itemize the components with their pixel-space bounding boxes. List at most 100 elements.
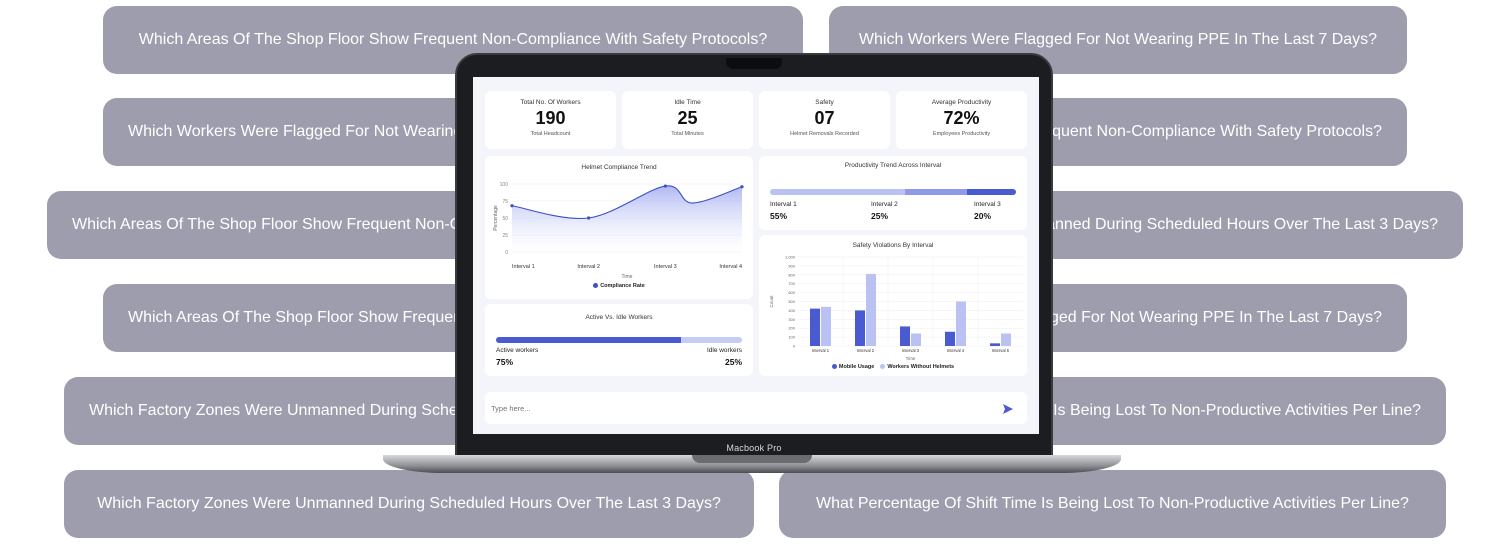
send-icon (1003, 404, 1013, 414)
x-tick-label: Interval 5 (992, 348, 1010, 353)
x-tick-label: Interval 1 (812, 348, 830, 353)
send-button[interactable] (1002, 402, 1014, 414)
chart-title: Active Vs. Idle Workers (585, 314, 653, 321)
x-axis-label: Time (906, 356, 916, 361)
y-tick-label: 700 (788, 281, 795, 286)
x-tick-label: Interval 4 (719, 264, 742, 270)
stat-title: Total No. Of Workers (520, 99, 581, 106)
camera-notch (726, 58, 782, 69)
question-chip[interactable]: What Percentage Of Shift Time Is Being L… (779, 470, 1446, 538)
interval-value: 55% (770, 211, 788, 221)
interval-label: Interval 1 (770, 201, 797, 208)
stat-title: Safety (815, 99, 834, 106)
bar-without-helmets (1001, 333, 1011, 346)
productivity-segment (770, 189, 906, 195)
active-segment (496, 337, 681, 343)
y-tick-label: 400 (788, 308, 795, 313)
y-tick-label: 0 (793, 344, 796, 349)
idle-segment (680, 337, 742, 343)
y-tick-label: 75 (502, 199, 508, 205)
compliance-point (510, 204, 514, 208)
y-tick-label: 0 (505, 250, 508, 256)
bar-mobile-usage (945, 331, 955, 346)
bar-without-helmets (821, 306, 831, 346)
compliance-area (512, 185, 742, 252)
y-tick-label: 25 (502, 233, 508, 239)
x-tick-label: Interval 3 (654, 264, 677, 270)
chart-title: Safety Violations By Interval (853, 242, 934, 249)
y-tick-label: 100 (500, 182, 509, 188)
x-tick-label: Interval 4 (947, 348, 965, 353)
bar-mobile-usage (990, 343, 1000, 346)
y-tick-label: 100 (788, 335, 795, 340)
stat-title: Idle Time (674, 99, 701, 106)
legend-label: Mobile Usage (838, 364, 875, 370)
idle-label: Idle workers (706, 347, 742, 354)
question-chip[interactable]: Which Areas Of The Shop Floor Show Frequ… (103, 6, 803, 74)
legend-swatch (880, 364, 886, 370)
y-tick-label: 50 (502, 216, 508, 222)
chart-title: Productivity Trend Across Interval (844, 162, 942, 169)
stat-value: 25 (677, 108, 698, 128)
y-tick-label: 300 (788, 317, 795, 322)
helmet-compliance-card: Helmet Compliance Trend 100 75 50 25 0 Percen… (485, 156, 753, 299)
x-tick-label: Interval 2 (577, 264, 600, 270)
bar-mobile-usage (855, 310, 865, 346)
laptop-base (383, 455, 1121, 473)
compliance-line (511, 185, 743, 220)
compliance-point (740, 185, 744, 189)
y-tick-label: 900 (788, 263, 795, 268)
idle-value: 25% (724, 357, 742, 367)
dashboard-screen: Total No. Of Workers 190 Total Headcount… (473, 77, 1039, 434)
stat-subtitle: Total Headcount (530, 131, 571, 137)
stat-title: Average Productivity (931, 99, 992, 106)
legend-swatch (593, 283, 599, 289)
chat-input[interactable] (491, 398, 991, 418)
compliance-point (663, 184, 667, 188)
x-axis-label: Time (622, 274, 633, 280)
y-axis-label: Percentage (493, 205, 499, 231)
stat-card-idle-time: Idle Time 25 Total Minutes (622, 91, 753, 149)
bar-without-helmets (866, 273, 876, 346)
y-axis-label: Count (769, 295, 774, 308)
question-chip[interactable]: Which Factory Zones Were Unmanned During… (64, 470, 754, 538)
interval-label: Interval 2 (871, 201, 898, 208)
chart-legend: Mobile Usage Workers Without Helmets (759, 364, 1027, 370)
bar-mobile-usage (810, 308, 820, 346)
stat-card-productivity: Average Productivity 72% Employees Produ… (896, 91, 1027, 149)
legend-label: Compliance Rate (600, 283, 645, 289)
safety-violations-chart: Safety Violations By Interval 1,000 900 800… (769, 242, 1023, 361)
interval-value: 20% (974, 211, 992, 221)
legend-item: Compliance Rate (593, 283, 645, 289)
y-tick-label: 600 (788, 290, 795, 295)
productivity-bar (770, 189, 1016, 195)
active-idle-card: Active Vs. Idle Workers Active workers 7… (485, 304, 753, 376)
bar-mobile-usage (900, 326, 910, 346)
compliance-point (587, 216, 591, 220)
chart-legend: Compliance Rate (485, 283, 753, 289)
stat-subtitle: Helmet Removals Recorded (790, 131, 859, 137)
bar-without-helmets (956, 301, 966, 346)
legend-label: Workers Without Helmets (887, 364, 955, 370)
legend-swatch (831, 364, 837, 370)
x-tick-label: Interval 3 (902, 348, 920, 353)
productivity-trend-card: Productivity Trend Across Interval Inter… (759, 156, 1027, 230)
y-tick-label: 200 (788, 326, 795, 331)
stat-value: 72% (943, 108, 980, 128)
stat-card-workers: Total No. Of Workers 190 Total Headcount (485, 91, 616, 149)
bar-without-helmets (911, 333, 921, 346)
active-value: 75% (496, 357, 514, 367)
x-tick-label: Interval 1 (512, 264, 535, 270)
chart-title: Helmet Compliance Trend (581, 164, 657, 171)
y-tick-label: 500 (788, 299, 795, 304)
productivity-segment (905, 189, 967, 195)
y-tick-label: 1,000 (785, 255, 796, 260)
interval-label: Interval 3 (974, 201, 1001, 208)
active-label: Active workers (496, 347, 539, 354)
helmet-compliance-chart: 100 75 50 25 0 Percentage Interval 1 Interval 2… (493, 182, 744, 280)
legend-item: Workers Without Helmets (880, 364, 954, 370)
active-idle-bar (496, 337, 742, 343)
productivity-segment (966, 189, 1016, 195)
y-tick-label: 800 (788, 272, 795, 277)
